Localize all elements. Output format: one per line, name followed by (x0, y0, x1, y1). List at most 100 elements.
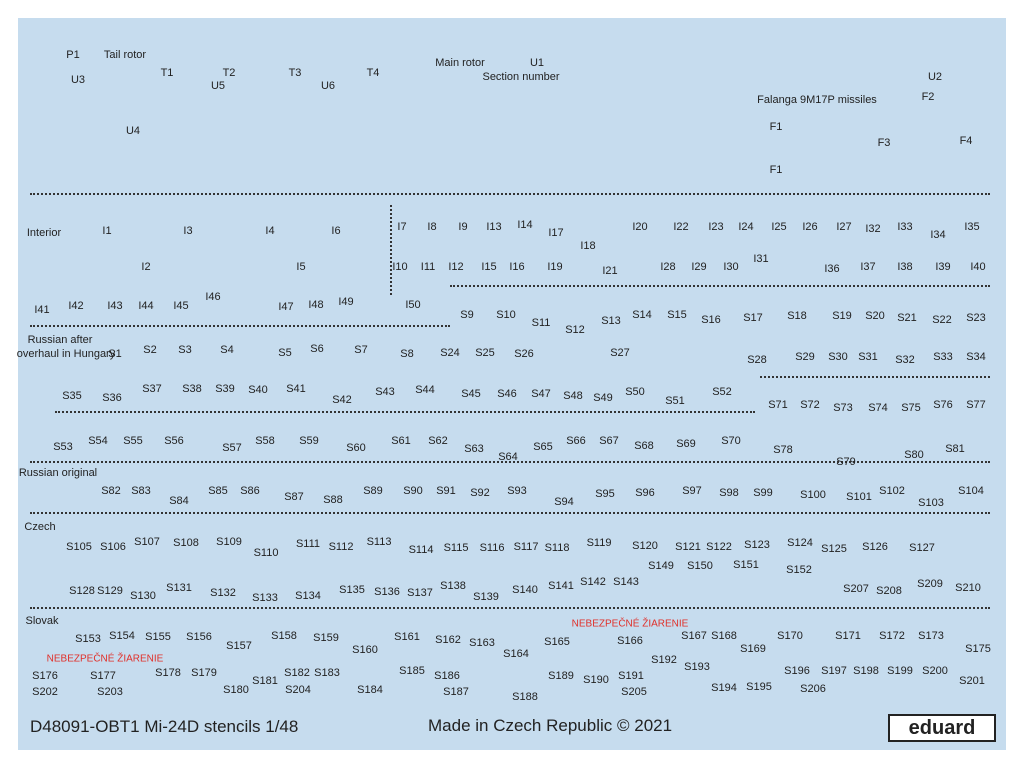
decal-label: U6 (320, 80, 336, 92)
decal-label: S139 (473, 591, 499, 603)
decal-label: I14 (517, 219, 533, 231)
decal-label: S143 (613, 576, 639, 588)
decal-label: S98 (719, 487, 739, 499)
decal-label: I6 (331, 225, 341, 237)
decal-label: I44 (138, 300, 154, 312)
decal-label: Interior (26, 227, 62, 239)
decal-label: S36 (102, 392, 122, 404)
decal-label: S27 (610, 347, 630, 359)
decal-label: S91 (436, 485, 456, 497)
decal-label: S190 (583, 674, 609, 686)
decal-label: S84 (169, 495, 189, 507)
decal-label: I15 (481, 261, 497, 273)
decal-label: S141 (548, 580, 574, 592)
decal-label: Russian original (18, 467, 98, 479)
decal-label: S162 (435, 634, 461, 646)
decal-label: S48 (563, 390, 583, 402)
decal-label: S68 (634, 440, 654, 452)
decal-label: S45 (461, 388, 481, 400)
decal-label: S35 (62, 390, 82, 402)
decal-label: S154 (109, 630, 135, 642)
decal-label: S155 (145, 631, 171, 643)
decal-label: S94 (554, 496, 574, 508)
decal-label: I45 (173, 300, 189, 312)
decal-label: I40 (970, 261, 986, 273)
decal-label: I12 (448, 261, 464, 273)
decal-label: S95 (595, 488, 615, 500)
decal-label: S64 (498, 451, 518, 463)
decal-label: S87 (284, 491, 304, 503)
decal-label: S124 (787, 537, 813, 549)
decal-label: S210 (955, 582, 981, 594)
decal-label: overhaul in Hungary (16, 348, 116, 360)
decal-label: S17 (743, 312, 763, 324)
decal-label: S55 (123, 435, 143, 447)
decal-label: S109 (216, 536, 242, 548)
decal-label: S9 (460, 309, 474, 321)
decal-label: I17 (548, 227, 564, 239)
decal-label: S46 (497, 388, 517, 400)
decal-label: S170 (777, 630, 803, 642)
decal-label: S12 (565, 324, 585, 336)
decal-label: Section number (482, 71, 560, 83)
decal-label: S63 (464, 443, 484, 455)
decal-label: U1 (529, 57, 545, 69)
decal-label: S104 (958, 485, 984, 497)
decal-label: F3 (877, 137, 891, 149)
decal-label: S57 (222, 442, 242, 454)
decal-label: S75 (901, 402, 921, 414)
decal-label: S127 (909, 542, 935, 554)
decal-label: S197 (821, 665, 847, 677)
decal-label: T1 (160, 67, 174, 79)
decal-label: S52 (712, 386, 732, 398)
decal-label: S50 (625, 386, 645, 398)
decal-label: S70 (721, 435, 741, 447)
decal-label: S14 (632, 309, 652, 321)
decal-label: I19 (547, 261, 563, 273)
decal-label: S132 (210, 587, 236, 599)
decal-label: I43 (107, 300, 123, 312)
decal-label: S112 (328, 541, 354, 553)
decal-label: S71 (768, 399, 788, 411)
decal-label: S115 (443, 542, 469, 554)
decal-label: Czech (24, 521, 56, 533)
decal-label: S61 (391, 435, 411, 447)
decal-label: S74 (868, 402, 888, 414)
separator (55, 411, 755, 413)
decal-label: S40 (248, 384, 268, 396)
separator (30, 193, 990, 195)
decal-label: S76 (933, 399, 953, 411)
decal-label: S133 (252, 592, 278, 604)
decal-label: I47 (278, 301, 294, 313)
decal-label: S62 (428, 435, 448, 447)
decal-label: S200 (922, 665, 948, 677)
decal-label: I18 (580, 240, 596, 252)
decal-label: S201 (959, 675, 985, 687)
decal-label: U5 (210, 80, 226, 92)
decal-label: F1 (769, 121, 783, 133)
decal-label: S178 (155, 667, 181, 679)
decal-label: S125 (821, 543, 847, 555)
decal-label: S160 (352, 644, 378, 656)
decal-label: S136 (374, 586, 400, 598)
decal-label: S96 (635, 487, 655, 499)
decal-label: I25 (771, 221, 787, 233)
decal-label: S187 (443, 686, 469, 698)
decal-label: I39 (935, 261, 951, 273)
decal-label: I20 (632, 221, 648, 233)
decal-label: S129 (97, 585, 123, 597)
decal-label: S59 (299, 435, 319, 447)
decal-label: S203 (97, 686, 123, 698)
decal-label: S2 (143, 344, 157, 356)
decal-label: S99 (753, 487, 773, 499)
decal-label: Falanga 9M17P missiles (757, 94, 877, 106)
decal-label: S41 (286, 383, 306, 395)
decal-label: F2 (921, 91, 935, 103)
decal-label: I42 (68, 300, 84, 312)
decal-label: I1 (102, 225, 112, 237)
decal-label: S21 (897, 312, 917, 324)
decal-label: I16 (509, 261, 525, 273)
separator (30, 607, 990, 609)
decal-label: I27 (836, 221, 852, 233)
decal-label: S193 (684, 661, 710, 673)
